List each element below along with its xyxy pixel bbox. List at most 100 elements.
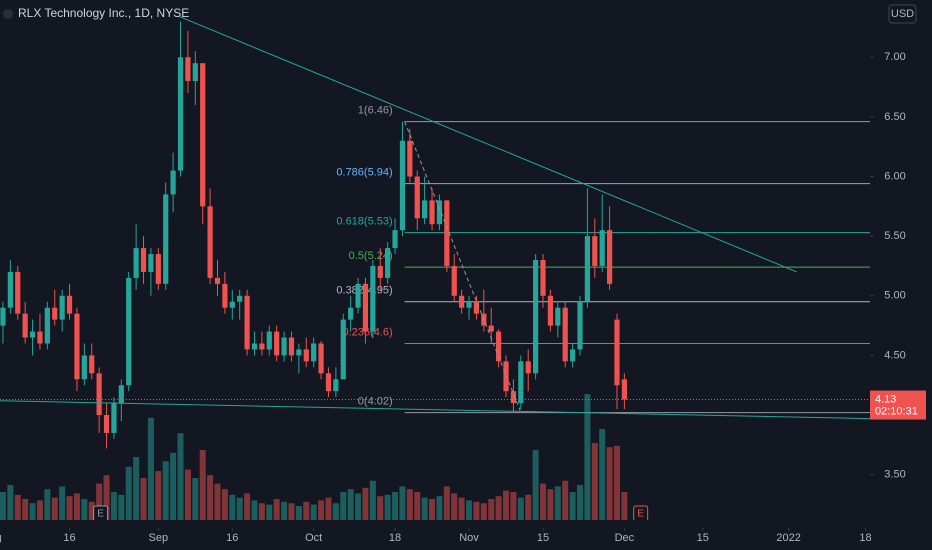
- volume-bar: [155, 471, 162, 520]
- candle-body: [237, 295, 243, 302]
- candle-body: [281, 337, 287, 356]
- fib-label: 0.618(5.53): [336, 215, 392, 227]
- volume-bar: [332, 503, 339, 520]
- chart-title: RLX Technology Inc., 1D, NYSE: [18, 6, 189, 20]
- candle-body: [155, 254, 161, 284]
- candle-body: [370, 265, 376, 332]
- candle-body: [89, 355, 95, 374]
- volume-bar: [229, 494, 236, 520]
- candle-body: [444, 200, 450, 266]
- x-tick-label: 18: [859, 532, 871, 544]
- volume-bar: [325, 497, 332, 520]
- candle-body: [15, 271, 21, 314]
- volume-bar: [59, 486, 66, 520]
- candle-body: [163, 194, 169, 284]
- volume-bar: [221, 489, 228, 520]
- last-price-box: [870, 390, 926, 420]
- volume-bar: [480, 503, 487, 520]
- fib-label: 0.236(4.6): [343, 326, 393, 338]
- x-tick-label: Dec: [615, 532, 635, 544]
- candle-body: [44, 307, 50, 344]
- candle-body: [429, 200, 435, 225]
- candle-body: [473, 301, 480, 314]
- volume-bar: [584, 394, 591, 520]
- volume-bar: [377, 496, 384, 520]
- volume-bar: [562, 480, 569, 520]
- last-price: 4.13: [875, 393, 896, 405]
- volume-bar: [14, 494, 21, 520]
- fib-label: 1(6.46): [358, 105, 393, 117]
- earnings-label: E: [97, 509, 104, 520]
- volume-bar: [162, 461, 169, 520]
- candle-body: [170, 170, 176, 195]
- candle-body: [288, 337, 295, 356]
- volume-bar: [510, 492, 517, 520]
- volume-bar: [66, 496, 73, 520]
- volume-bar: [621, 492, 628, 520]
- candle-body: [259, 343, 265, 350]
- volume-bar: [362, 487, 369, 520]
- volume-bar: [207, 475, 214, 520]
- candle-body: [547, 295, 554, 326]
- volume-bar: [599, 429, 606, 520]
- candle-body: [126, 277, 132, 386]
- x-tick-label: 2022: [776, 532, 800, 544]
- volume-bar: [421, 497, 428, 520]
- candle-body: [599, 230, 605, 266]
- candle-body: [274, 331, 280, 356]
- volume-bar: [429, 499, 436, 520]
- fib-label: 0(4.02): [358, 396, 393, 408]
- volume-bar: [96, 483, 103, 520]
- candle-body: [621, 379, 627, 400]
- candle-body: [399, 140, 406, 231]
- volume-bar: [288, 503, 295, 520]
- candle-body: [66, 295, 73, 314]
- volume-bar: [310, 504, 317, 520]
- candle-body: [340, 319, 346, 380]
- volume-bar: [399, 486, 406, 520]
- volume-bar: [110, 492, 117, 520]
- volume-bar: [258, 503, 265, 520]
- volume-bar: [532, 450, 539, 520]
- volume-bar: [184, 469, 191, 520]
- volume-bar: [547, 489, 554, 520]
- volume-bar: [88, 501, 95, 520]
- x-tick-label: Nov: [459, 532, 479, 544]
- candle-body: [200, 63, 206, 207]
- volume-bar: [36, 500, 43, 520]
- volume-bar: [103, 475, 110, 520]
- volume-bar: [525, 494, 532, 520]
- volume-bar: [569, 492, 576, 520]
- candle-body: [577, 301, 583, 350]
- volume-bar: [22, 499, 29, 520]
- volume-bar: [29, 503, 36, 520]
- volume-bar: [133, 457, 140, 520]
- volume-bar: [591, 443, 598, 520]
- candle-body: [362, 283, 369, 332]
- fib-label: 0.5(5.24): [349, 250, 393, 262]
- candle-body: [333, 379, 339, 392]
- symbol-logo: [3, 9, 13, 19]
- earnings-label: E: [637, 509, 644, 520]
- y-tick-label: 7.00: [884, 51, 905, 63]
- volume-bar: [170, 452, 177, 520]
- y-tick-label: 6.50: [884, 111, 905, 123]
- volume-bar: [236, 497, 243, 520]
- volume-bar: [406, 489, 413, 520]
- trendline: [404, 121, 521, 411]
- candle-body: [614, 319, 620, 386]
- candle-body: [407, 140, 413, 177]
- volume-bar: [266, 504, 273, 520]
- volume-bar: [318, 500, 325, 520]
- trendline: [179, 16, 797, 273]
- candle-body: [459, 295, 465, 308]
- candle-body: [74, 313, 80, 380]
- volume-bar: [355, 493, 362, 520]
- x-tick-label: Oct: [305, 532, 322, 544]
- candle-body: [214, 277, 221, 284]
- volume-bar: [295, 506, 302, 520]
- volume-bar: [251, 500, 258, 520]
- volume-bar: [118, 494, 125, 520]
- candle-body: [488, 325, 494, 332]
